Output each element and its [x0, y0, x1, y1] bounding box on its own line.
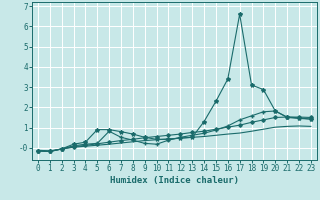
X-axis label: Humidex (Indice chaleur): Humidex (Indice chaleur): [110, 176, 239, 185]
